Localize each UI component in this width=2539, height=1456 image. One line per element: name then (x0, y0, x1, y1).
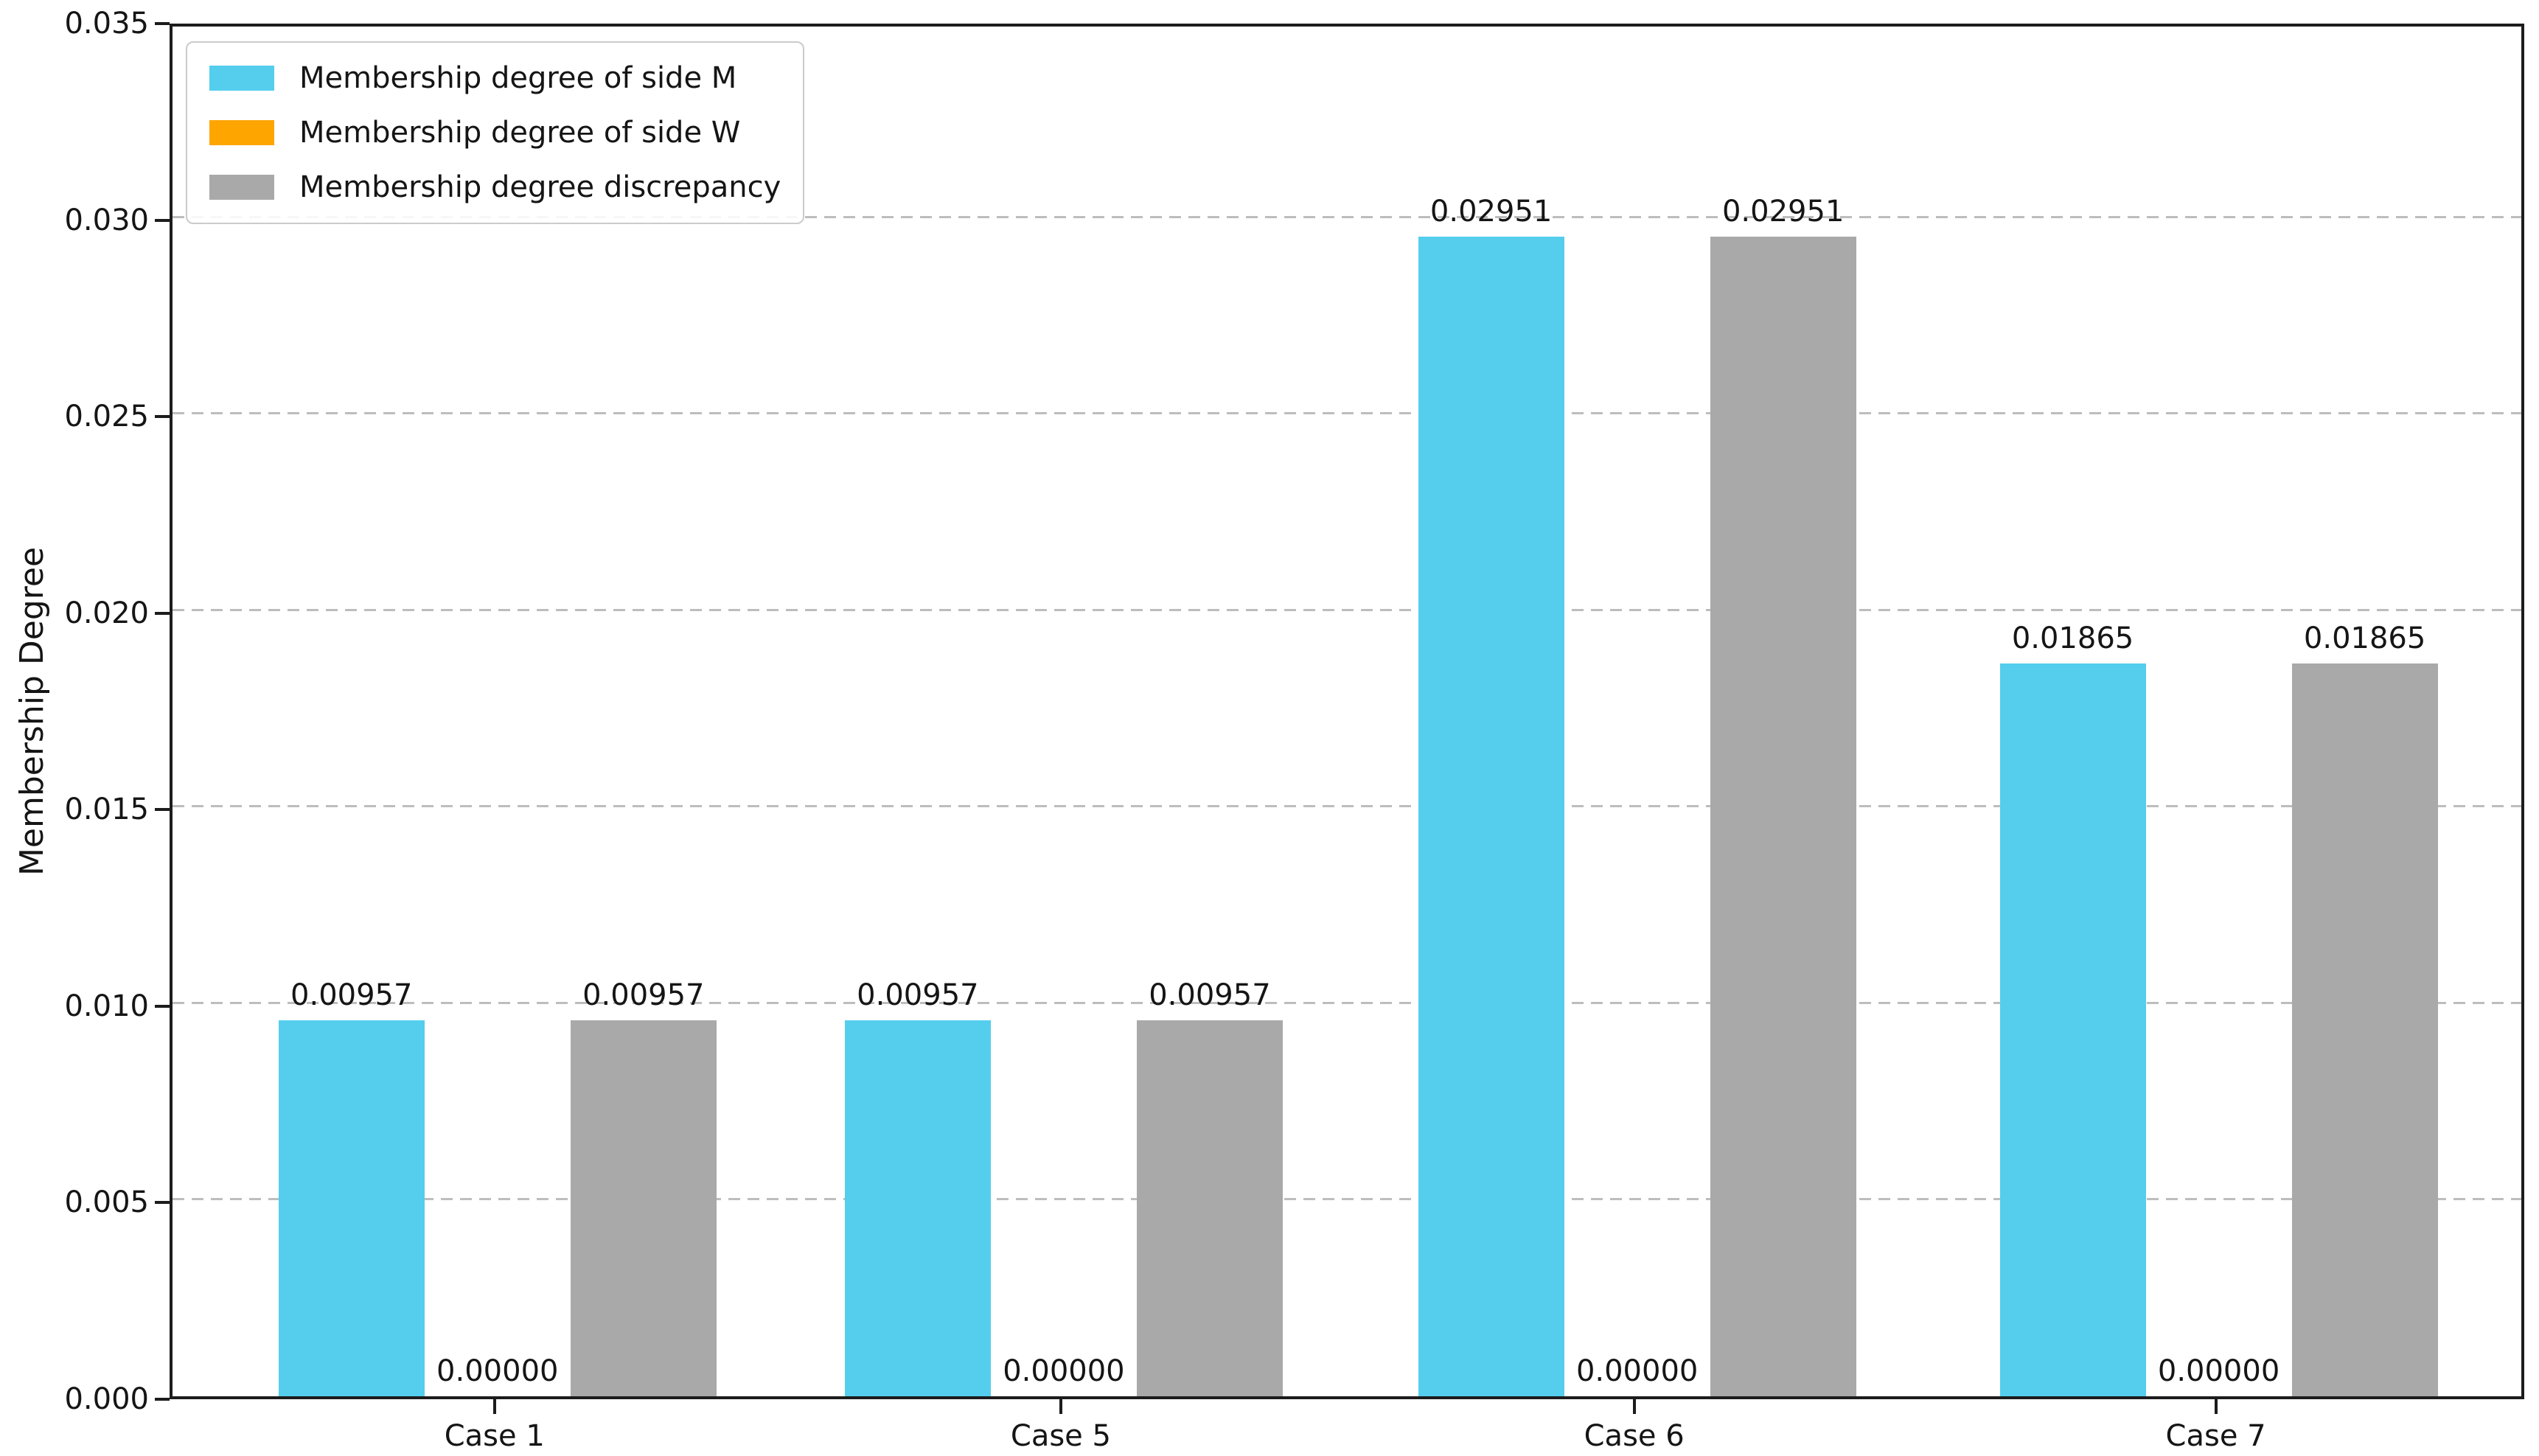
value-label-case-7-side-w: 0.00000 (2157, 1354, 2280, 1388)
legend-swatch-side-m (209, 66, 274, 91)
value-label-case-5-discrepancy: 0.00957 (1149, 978, 1271, 1012)
legend-swatch-side-w (209, 120, 274, 145)
y-tick-mark-0.035 (155, 22, 170, 25)
gridline-0.015 (173, 805, 2521, 808)
y-tick-mark-0.025 (155, 415, 170, 419)
x-tick-mark-1 (492, 1399, 496, 1414)
y-tick-label-0.005: 0.005 (64, 1185, 149, 1220)
bar-case-1-side-m (278, 1020, 425, 1396)
value-label-case-6-side-w: 0.00000 (1575, 1354, 1699, 1388)
legend-label-side-w: Membership degree of side W (299, 116, 741, 150)
bar-case-5-side-m (844, 1020, 991, 1396)
bar-case-6-discrepancy (1710, 236, 1856, 1396)
y-tick-label-0.035: 0.035 (64, 7, 149, 41)
x-tick-label-case-5: Case 5 (1010, 1419, 1111, 1453)
bar-case-7-side-m (1999, 663, 2146, 1396)
y-tick-mark-0.000 (155, 1398, 170, 1401)
value-label-case-7-discrepancy: 0.01865 (2303, 621, 2426, 655)
y-tick-label-0.010: 0.010 (64, 989, 149, 1023)
y-tick-mark-0.010 (155, 1004, 170, 1008)
y-tick-label-0.015: 0.015 (64, 793, 149, 827)
plot-area: 0.00957 0.00000 0.00957 0.00957 0.00000 0.009… (170, 24, 2524, 1399)
legend-row-discrepancy: Membership degree discrepancy (209, 171, 781, 203)
value-label-case-6-discrepancy: 0.02951 (1721, 194, 1845, 229)
x-tick-label-case-6: Case 6 (1584, 1419, 1685, 1453)
x-tick-mark-3 (1632, 1399, 1636, 1414)
bar-case-1-discrepancy (570, 1020, 717, 1396)
y-tick-mark-0.005 (155, 1201, 170, 1205)
gridline-0.030 (173, 215, 2521, 218)
bar-case-6-side-m (1418, 236, 1564, 1396)
value-label-case-6-side-m: 0.02951 (1429, 194, 1553, 229)
bar-case-5-discrepancy (1136, 1020, 1283, 1396)
y-axis-label: Membership Degree (13, 546, 51, 877)
legend-label-side-m: Membership degree of side M (299, 61, 737, 95)
legend: Membership degree of side M Membership de… (186, 41, 805, 224)
bar-case-7-discrepancy (2291, 663, 2438, 1396)
legend-row-side-m: Membership degree of side M (209, 62, 781, 94)
x-tick-label-case-1: Case 1 (444, 1419, 545, 1453)
y-tick-mark-0.015 (155, 808, 170, 812)
legend-label-discrepancy: Membership degree discrepancy (299, 170, 781, 204)
legend-swatch-discrepancy (209, 175, 274, 200)
x-tick-mark-4 (2214, 1399, 2218, 1414)
gridline-0.005 (173, 1198, 2521, 1201)
gridline-0.010 (173, 1001, 2521, 1004)
x-tick-label-case-7: Case 7 (2165, 1419, 2266, 1453)
value-label-case-5-side-m: 0.00957 (857, 978, 979, 1012)
value-label-case-7-side-m: 0.01865 (2011, 621, 2134, 655)
y-tick-mark-0.020 (155, 611, 170, 615)
value-label-case-5-side-w: 0.00000 (1003, 1354, 1125, 1388)
y-tick-label-0.025: 0.025 (64, 400, 149, 434)
y-tick-label-0.030: 0.030 (64, 203, 149, 237)
y-tick-mark-0.030 (155, 218, 170, 222)
legend-row-side-w: Membership degree of side W (209, 116, 781, 149)
value-label-case-1-discrepancy: 0.00957 (582, 978, 705, 1012)
gridline-0.025 (173, 412, 2521, 415)
y-tick-label-0.020: 0.020 (64, 596, 149, 630)
y-tick-label-0.000: 0.000 (64, 1382, 149, 1416)
x-tick-mark-2 (1059, 1399, 1062, 1414)
value-label-case-1-side-w: 0.00000 (436, 1354, 559, 1388)
gridline-0.020 (173, 608, 2521, 611)
value-label-case-1-side-m: 0.00957 (290, 978, 413, 1012)
